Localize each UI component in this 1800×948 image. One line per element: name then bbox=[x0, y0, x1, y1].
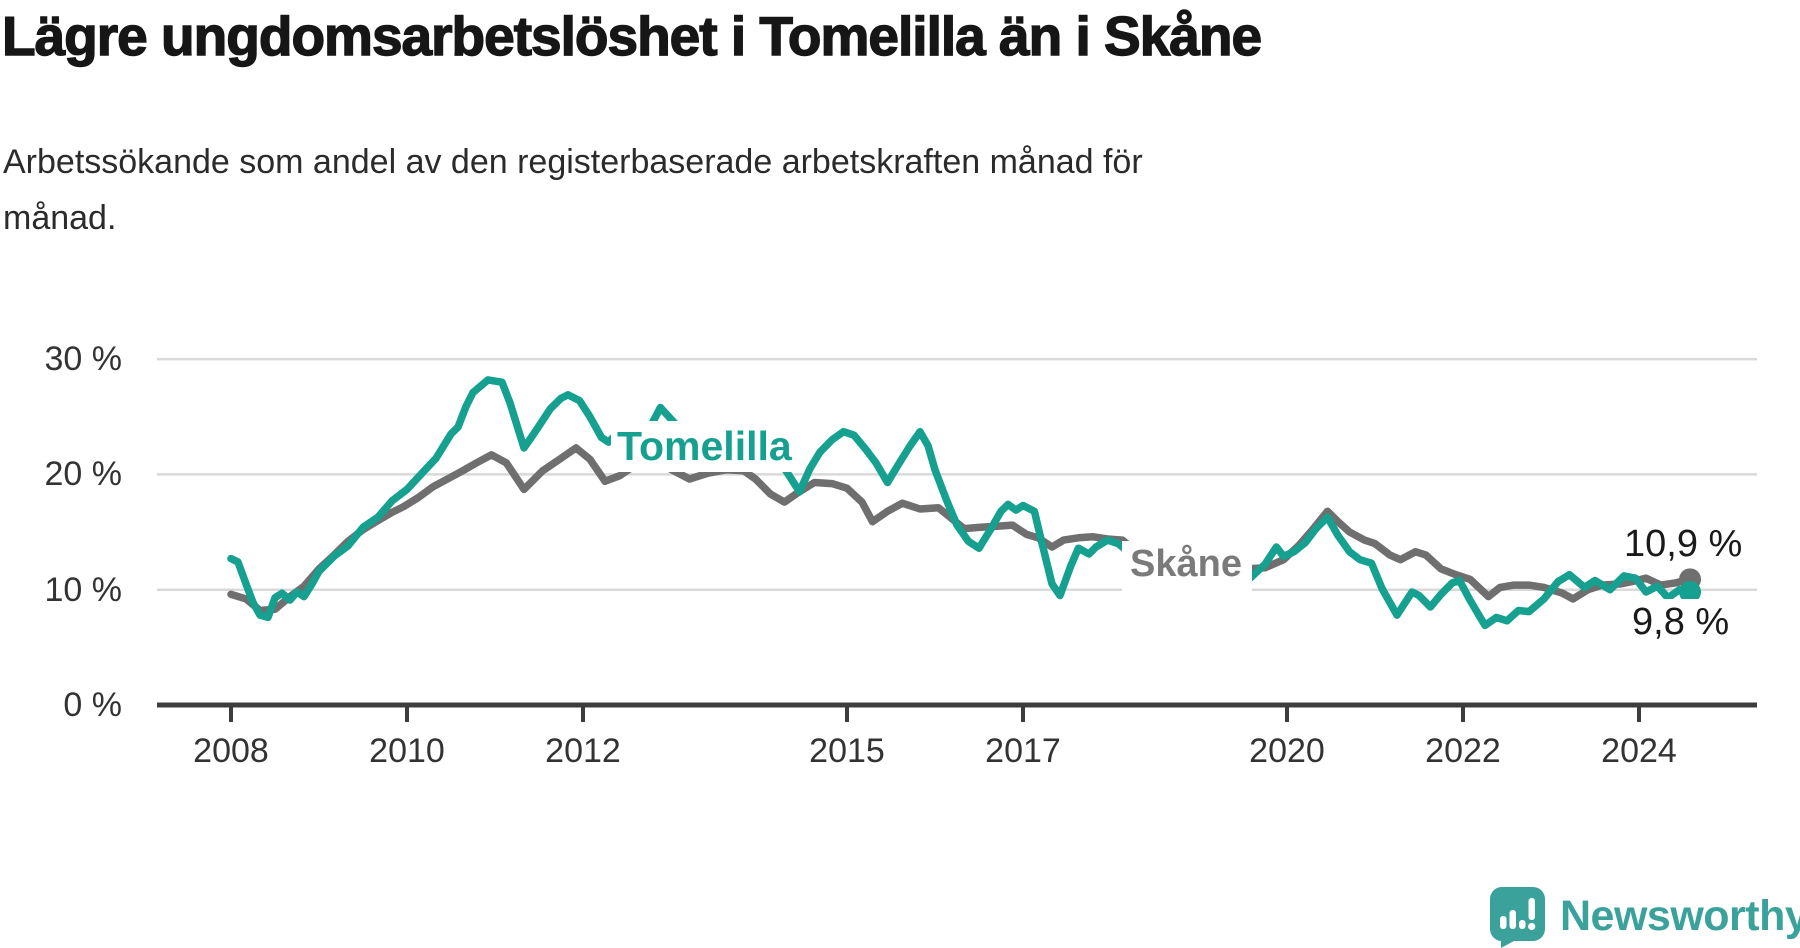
x-tick-label-2012: 2012 bbox=[545, 732, 621, 770]
series-line-skne bbox=[227, 444, 1694, 615]
x-tick-label-2008: 2008 bbox=[193, 732, 269, 770]
x-tick-label-2015: 2015 bbox=[809, 732, 885, 770]
x-tick-label-2020: 2020 bbox=[1249, 732, 1325, 770]
series-label-tomelilla: Tomelilla bbox=[611, 421, 798, 472]
x-tick-label-2017: 2017 bbox=[985, 732, 1061, 770]
end-value-tomelilla: 9,8 % bbox=[1626, 599, 1736, 646]
newsworthy-logo: Newsworthy bbox=[1488, 886, 1800, 948]
series-line-tomelilla bbox=[227, 376, 1694, 630]
x-tick-label-2022: 2022 bbox=[1425, 732, 1501, 770]
series-label-skane: Skåne bbox=[1122, 541, 1252, 602]
newsworthy-logo-icon bbox=[1489, 887, 1545, 948]
end-dot-tomelilla bbox=[1679, 581, 1702, 604]
chart-subtitle: Arbetssökande som andel av den registerb… bbox=[3, 134, 1143, 246]
y-tick-label-0: 0 % bbox=[63, 686, 122, 724]
subtitle-line-1: Arbetssökande som andel av den registerb… bbox=[3, 143, 1143, 181]
page-title: Lägre ungdomsarbetslöshet i Tomelilla än… bbox=[1, 4, 1262, 67]
x-tick-label-2024: 2024 bbox=[1601, 732, 1677, 770]
end-value-skane: 10,9 % bbox=[1618, 521, 1749, 568]
y-tick-label-10: 10 % bbox=[44, 570, 123, 609]
x-tick-label-2010: 2010 bbox=[369, 732, 445, 770]
y-tick-label-20: 20 % bbox=[44, 455, 123, 494]
y-tick-label-30: 30 % bbox=[44, 340, 123, 379]
newsworthy-logo-text: Newsworthy bbox=[1560, 891, 1800, 940]
subtitle-line-2: månad. bbox=[3, 199, 117, 237]
